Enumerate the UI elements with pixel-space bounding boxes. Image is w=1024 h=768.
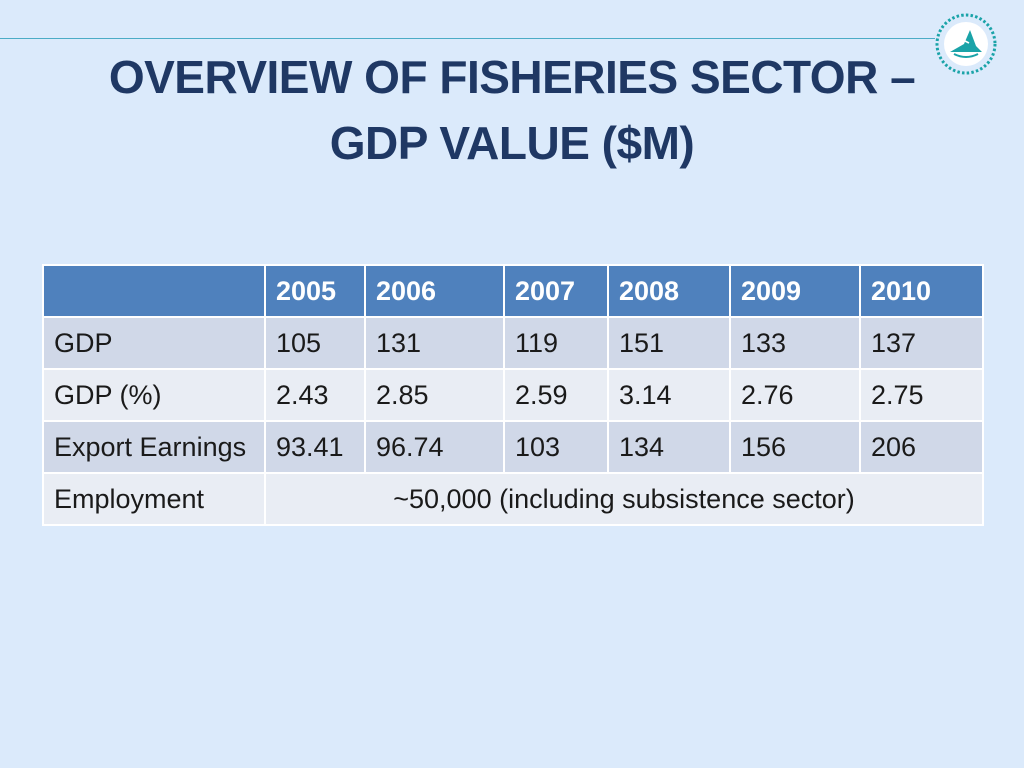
- header-cell-year: 2005: [264, 264, 366, 318]
- header-cell-corner: [42, 264, 266, 318]
- slide-title-line-1: OVERVIEW OF FISHERIES SECTOR –: [108, 51, 916, 103]
- header-cell-year: 2007: [503, 264, 609, 318]
- table-cell: 133: [729, 316, 861, 370]
- row-label: Employment: [42, 472, 266, 526]
- table-cell: 3.14: [607, 368, 731, 422]
- header-cell-year: 2009: [729, 264, 861, 318]
- table-cell: 93.41: [264, 420, 366, 474]
- slide-title: OVERVIEW OF FISHERIES SECTOR – GDP VALUE…: [60, 44, 964, 176]
- row-label: Export Earnings: [42, 420, 266, 474]
- table-cell: 2.76: [729, 368, 861, 422]
- table-cell: 96.74: [364, 420, 505, 474]
- header-cell-year: 2008: [607, 264, 731, 318]
- table-row-gdp: GDP 105 131 119 151 133 137: [42, 316, 984, 370]
- table-cell: 151: [607, 316, 731, 370]
- table-cell: 2.43: [264, 368, 366, 422]
- row-label: GDP: [42, 316, 266, 370]
- table-cell: 119: [503, 316, 609, 370]
- fish-emblem-icon: [935, 13, 997, 75]
- table-cell: 131: [364, 316, 505, 370]
- header-cell-year: 2006: [364, 264, 505, 318]
- table-cell: 2.59: [503, 368, 609, 422]
- table-cell-merged: ~50,000 (including subsistence sector): [264, 472, 984, 526]
- fisheries-table: 2005 2006 2007 2008 2009 2010 GDP 105 13…: [42, 264, 984, 526]
- table-row-employment: Employment ~50,000 (including subsistenc…: [42, 472, 984, 526]
- table-cell: 2.75: [859, 368, 984, 422]
- table-cell: 134: [607, 420, 731, 474]
- table-cell: 206: [859, 420, 984, 474]
- header-cell-year: 2010: [859, 264, 984, 318]
- table-cell: 2.85: [364, 368, 505, 422]
- table-cell: 105: [264, 316, 366, 370]
- row-label: GDP (%): [42, 368, 266, 422]
- table-cell: 137: [859, 316, 984, 370]
- table-cell: 156: [729, 420, 861, 474]
- table-cell: 103: [503, 420, 609, 474]
- table-row-gdp-percent: GDP (%) 2.43 2.85 2.59 3.14 2.76 2.75: [42, 368, 984, 422]
- slide-title-line-2: GDP VALUE ($M): [329, 117, 695, 169]
- table-header-row: 2005 2006 2007 2008 2009 2010: [42, 264, 984, 318]
- table-row-export-earnings: Export Earnings 93.41 96.74 103 134 156 …: [42, 420, 984, 474]
- top-divider: [0, 38, 935, 39]
